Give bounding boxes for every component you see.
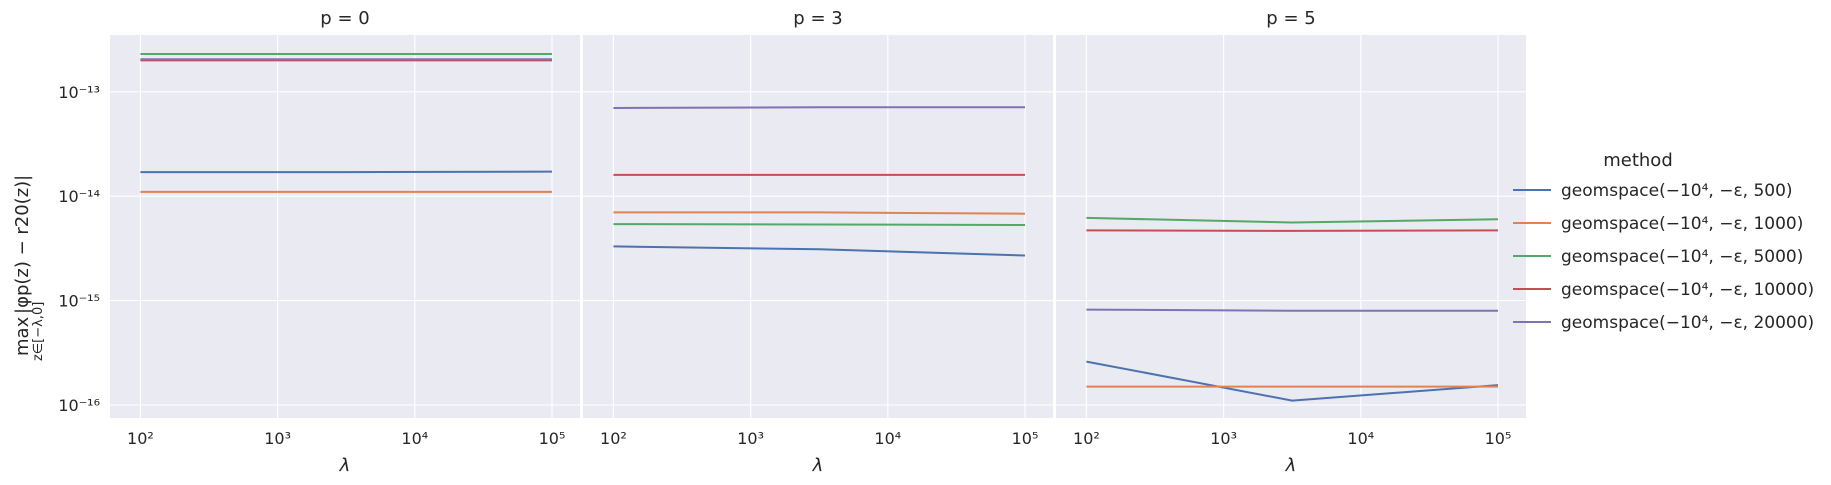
panel-2-series-2-line	[613, 211, 1026, 215]
panel-3-xtick-0: 10²	[1073, 429, 1100, 448]
panel-2-xtick-1: 10³	[737, 429, 764, 448]
panel-1-ytick-2: 10⁻¹⁴	[58, 187, 100, 206]
y-axis-label-subscript: z∈[−λ,0]	[31, 302, 46, 361]
panel-2-xlabel: λ	[812, 455, 824, 476]
panel-3-series-4-line	[1086, 229, 1499, 232]
panel-3-xtick-2: 10⁴	[1347, 429, 1374, 448]
panel-3-title: p = 5	[1266, 8, 1315, 29]
panel-2-series-5-line	[613, 106, 1025, 109]
panel-2-xtick-3: 10⁵	[1012, 429, 1039, 448]
legend-label-4: geomspace(−10⁴, −ε, 10000)	[1561, 280, 1814, 300]
panel-2-series-3-line	[613, 223, 1026, 226]
panel-3-series-3-line	[1086, 216, 1499, 224]
panel-1-series-1-line	[140, 170, 553, 174]
panel-1-xlabel: λ	[339, 455, 351, 476]
panel-1-ytick-0: 10⁻¹⁶	[58, 396, 100, 415]
y-axis-label-max: max	[12, 316, 33, 356]
panel-3-xtick-1: 10³	[1210, 429, 1237, 448]
panel-1-background	[110, 35, 580, 418]
panel-1-ytick-3: 10⁻¹³	[58, 83, 100, 102]
panel-2-title: p = 3	[793, 8, 842, 29]
panel-3-background	[1056, 35, 1526, 418]
panel-1-xtick-2: 10⁴	[401, 429, 428, 448]
panel-2-xtick-0: 10²	[600, 429, 627, 448]
panel-1-xtick-3: 10⁵	[539, 429, 566, 448]
panel-3-series-5-line	[1086, 308, 1498, 312]
panel-3-series-1-line	[1086, 360, 1499, 402]
panel-1-ytick-1: 10⁻¹⁵	[58, 292, 100, 311]
panel-1-title: p = 0	[320, 8, 369, 29]
legend-label-2: geomspace(−10⁴, −ε, 1000)	[1561, 214, 1803, 234]
y-axis-label-expression: |φp(z) − r20(z)|	[12, 175, 33, 314]
legend-label-3: geomspace(−10⁴, −ε, 5000)	[1561, 247, 1803, 267]
panel-2-background	[583, 35, 1053, 418]
panel-2-xtick-2: 10⁴	[874, 429, 901, 448]
legend-label-1: geomspace(−10⁴, −ε, 500)	[1561, 181, 1793, 201]
panel-1-xtick-1: 10³	[264, 429, 291, 448]
panel-3-xlabel: λ	[1285, 455, 1297, 476]
legend-title: method	[1603, 150, 1673, 171]
panel-3-xtick-3: 10⁵	[1485, 429, 1512, 448]
panel-1-xtick-0: 10²	[127, 429, 154, 448]
legend-label-5: geomspace(−10⁴, −ε, 20000)	[1561, 313, 1814, 333]
panel-2-series-1-line	[613, 245, 1026, 257]
